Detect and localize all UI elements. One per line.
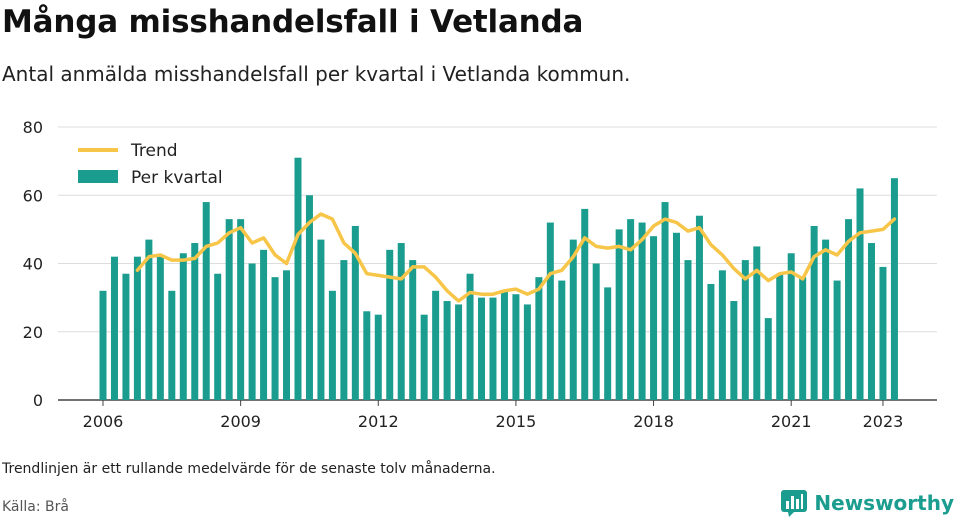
bar	[707, 283, 715, 400]
bar	[328, 290, 336, 400]
bar	[432, 290, 440, 400]
bar	[110, 256, 118, 400]
bar	[845, 219, 853, 400]
bar	[283, 270, 291, 400]
bar	[179, 253, 187, 400]
bar	[661, 202, 669, 400]
bar	[718, 270, 726, 400]
bar	[397, 243, 405, 400]
trend-line	[135, 212, 897, 303]
newsworthy-icon	[781, 490, 808, 517]
y-tick-label: 80	[23, 118, 43, 137]
bar	[237, 219, 245, 400]
bar	[638, 222, 646, 400]
bar	[592, 263, 600, 400]
bar	[409, 260, 417, 400]
bar	[260, 249, 268, 400]
bar	[133, 256, 141, 400]
bar	[776, 273, 784, 400]
bar	[363, 311, 371, 400]
bar	[833, 280, 841, 400]
bar	[822, 239, 830, 400]
bar	[764, 318, 772, 400]
bar	[122, 273, 130, 400]
bar	[581, 208, 589, 400]
bar	[168, 290, 176, 400]
bar	[305, 195, 313, 400]
bar	[787, 253, 795, 400]
bar	[500, 290, 508, 400]
bar	[374, 314, 382, 400]
bar	[191, 243, 199, 400]
bar	[455, 304, 463, 400]
bar	[890, 178, 898, 400]
bar	[489, 297, 497, 400]
legend-bar-swatch	[78, 170, 118, 183]
x-tick-label: 2012	[358, 412, 399, 431]
bar	[420, 314, 428, 400]
bar	[156, 256, 164, 400]
bar	[569, 239, 577, 400]
bar	[546, 222, 554, 400]
bar	[730, 301, 738, 400]
y-tick-label: 60	[23, 186, 43, 205]
bar	[351, 225, 359, 400]
bar	[695, 215, 703, 400]
x-tick-label: 2006	[83, 412, 124, 431]
x-tick-label: 2015	[496, 412, 537, 431]
x-tick-label: 2023	[863, 412, 904, 431]
x-tick-label: 2009	[220, 412, 261, 431]
bar	[650, 236, 658, 400]
y-tick-label: 0	[33, 391, 43, 410]
bar	[478, 297, 486, 400]
bar	[615, 229, 623, 400]
bar	[523, 304, 531, 400]
y-tick-label: 40	[23, 255, 43, 274]
bar	[867, 243, 875, 400]
chart-title: Många misshandelsfall i Vetlanda	[2, 4, 584, 40]
legend-bar-label: Per kvartal	[131, 168, 223, 188]
bar	[799, 277, 807, 400]
bar	[535, 277, 543, 400]
bar	[271, 277, 279, 400]
bar	[294, 157, 302, 400]
bar	[214, 273, 222, 400]
bar	[99, 290, 107, 400]
chart-subtitle: Antal anmälda misshandelsfall per kvarta…	[2, 62, 631, 86]
bar	[558, 280, 566, 400]
y-tick-label: 20	[23, 323, 43, 342]
bar	[443, 301, 451, 400]
x-tick-label: 2021	[771, 412, 812, 431]
bar	[340, 260, 348, 400]
source-label: Källa: Brå	[2, 499, 69, 515]
bar	[684, 260, 692, 400]
bar	[145, 239, 153, 400]
brand-name: Newsworthy	[814, 491, 954, 515]
bar	[741, 260, 749, 400]
quarterly-assault-chart: 0 20 40 60 80 2006 2009 2012 2015 2018 2021 2023 Tre…	[23, 118, 937, 431]
x-tick-label: 2018	[633, 412, 674, 431]
bar	[225, 219, 233, 400]
bar	[604, 287, 612, 400]
bar	[673, 232, 680, 400]
bar	[248, 263, 256, 400]
bar	[202, 202, 210, 400]
bar	[753, 246, 761, 400]
bar	[810, 225, 818, 400]
trend-footnote: Trendlinjen är ett rullande medelvärde f…	[2, 461, 496, 477]
bar	[386, 249, 394, 400]
bar	[512, 294, 520, 400]
bar	[856, 188, 864, 400]
bar	[627, 219, 635, 400]
bar	[317, 239, 325, 400]
legend-trend-label: Trend	[130, 141, 178, 161]
bar	[879, 266, 887, 400]
newsworthy-logo: Newsworthy	[780, 489, 954, 517]
bar	[466, 273, 474, 400]
